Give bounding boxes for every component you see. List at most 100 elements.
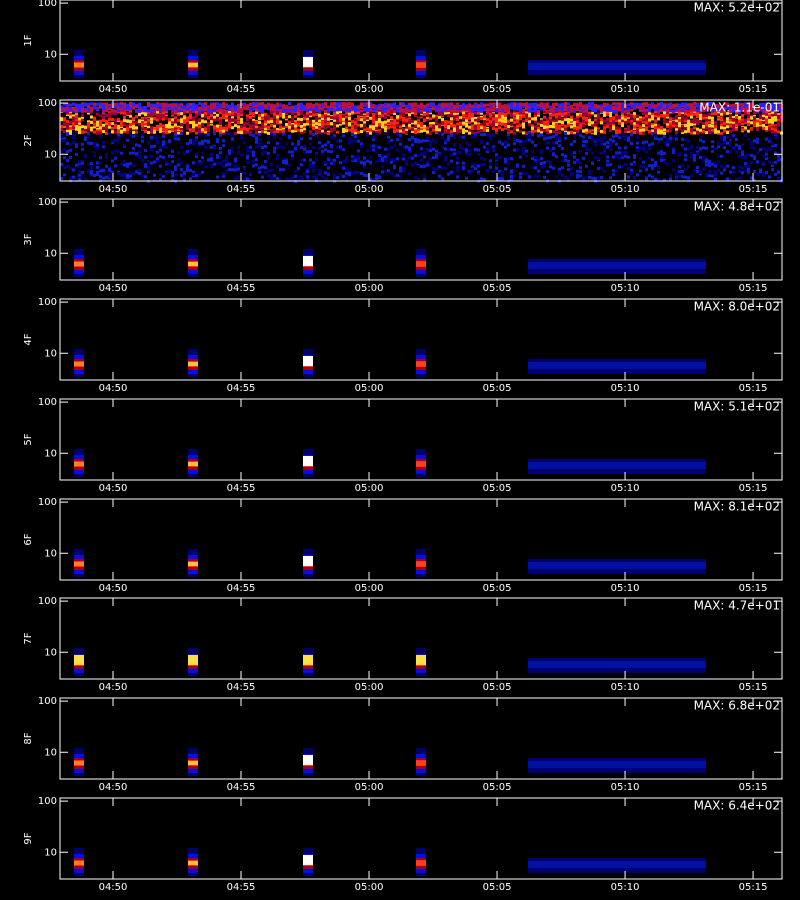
- spectrogram-cell: [615, 129, 618, 133]
- spectrogram-cell: [144, 127, 147, 131]
- spectrogram-cell: [441, 109, 444, 113]
- spectrogram-cell: [570, 110, 573, 114]
- spectrogram-cell: [501, 142, 504, 146]
- spectrogram-cell: [123, 172, 126, 176]
- spectrogram-cell: [708, 169, 711, 173]
- spectrogram-cell: [654, 164, 657, 168]
- spectrogram-cell: [639, 118, 642, 122]
- spectrogram-cell: [585, 105, 588, 109]
- spectrogram-cell: [621, 107, 624, 111]
- spectrogram-cell: [240, 117, 243, 121]
- spectrogram-cell: [231, 111, 234, 115]
- spectrogram-cell: [696, 169, 699, 173]
- spectrogram-cell: [228, 110, 231, 114]
- spectrogram-cell: [147, 141, 150, 145]
- spectrogram-cell: [534, 115, 537, 119]
- spectrogram-cell: [108, 174, 111, 178]
- spectrogram-cell: [594, 156, 597, 160]
- spectrogram-cell: [123, 123, 126, 127]
- spectrogram-cell: [726, 131, 729, 135]
- spectrogram-cell: [123, 105, 126, 109]
- spectrogram-cell: [87, 109, 90, 113]
- spectrogram-cell: [630, 172, 633, 176]
- spectrogram-cell: [468, 153, 471, 157]
- spectrogram-cell: [678, 127, 681, 131]
- spectrogram-cell: [441, 117, 444, 121]
- spectrogram-cell: [78, 131, 81, 135]
- spectrogram-cell: [321, 149, 324, 153]
- spectrogram-cell: [585, 139, 588, 143]
- spectrogram-cell: [438, 128, 441, 132]
- spectrogram-cell: [294, 105, 297, 109]
- x-tick-label: 05:15: [739, 84, 768, 95]
- spectrogram-cell: [333, 107, 336, 111]
- spectrogram-cell: [717, 116, 720, 120]
- spectrogram-cell: [417, 177, 420, 181]
- spectrogram-cell: [354, 109, 357, 113]
- spectrogram-cell: [255, 163, 258, 167]
- spectrogram-cell: [165, 128, 168, 132]
- spectrogram-cell: [114, 109, 117, 113]
- spectrogram-cell: [309, 124, 312, 128]
- spectrogram-cell: [297, 128, 300, 132]
- spectrogram-cell: [699, 128, 702, 132]
- spectrogram-cell: [276, 130, 279, 134]
- spectrogram-cell: [531, 129, 534, 133]
- spectrogram-cell: [177, 151, 180, 155]
- spectrogram-cell: [303, 57, 313, 67]
- spectrogram-cell: [453, 133, 456, 137]
- spectrogram-cell: [198, 117, 201, 121]
- spectrogram-cell: [687, 119, 690, 123]
- spectrogram-cell: [144, 163, 147, 167]
- spectrogram-cell: [696, 108, 699, 112]
- spectrogram-cell: [255, 122, 258, 126]
- spectrogram-cell: [384, 104, 387, 108]
- spectrogram-cell: [480, 163, 483, 167]
- spectrogram-cell: [396, 123, 399, 127]
- spectrogram-cell: [186, 126, 189, 130]
- spectrogram-cell: [129, 104, 132, 108]
- spectrogram-cell: [393, 120, 396, 124]
- spectrogram-cell: [666, 140, 669, 144]
- spectrogram-cell: [711, 102, 714, 106]
- spectrogram-cell: [156, 107, 159, 111]
- spectrogram-cell: [696, 131, 699, 135]
- spectrogram-cell: [174, 111, 177, 115]
- spectrogram-cell: [297, 103, 300, 107]
- spectrogram-cell: [177, 136, 180, 140]
- spectrogram-cell: [216, 109, 219, 113]
- spectrogram-cell: [618, 146, 621, 150]
- spectrogram-cell: [663, 103, 666, 107]
- spectrogram-cell: [579, 133, 582, 137]
- spectrogram-cell: [516, 164, 519, 168]
- spectrogram-cell: [672, 168, 675, 172]
- spectrogram-cell: [501, 109, 504, 113]
- spectrogram-cell: [570, 108, 573, 112]
- spectrogram-cell: [174, 137, 177, 141]
- spectrogram-cell: [351, 106, 354, 110]
- spectrogram-cell: [222, 109, 225, 113]
- spectrogram-cell: [633, 104, 636, 108]
- spectrogram-cell: [723, 135, 726, 139]
- spectrogram-cell: [498, 118, 501, 122]
- spectrogram-cell: [90, 141, 93, 145]
- spectrogram-cell: [189, 177, 192, 181]
- spectrogram-cell: [321, 175, 324, 179]
- spectrogram-cell: [183, 176, 186, 180]
- spectrogram-cell: [606, 105, 609, 109]
- spectrogram-cell: [408, 172, 411, 176]
- spectrogram-cell: [327, 121, 330, 125]
- spectrogram-cell: [390, 107, 393, 111]
- spectrogram-cell: [123, 143, 126, 147]
- spectrogram-cell: [678, 170, 681, 174]
- spectrogram-cell: [300, 112, 303, 116]
- spectrogram-cell: [552, 109, 555, 113]
- spectrogram-cell: [528, 103, 531, 107]
- spectrogram-cell: [201, 107, 204, 111]
- spectrogram-cell: [702, 123, 705, 127]
- spectrogram-cell: [282, 157, 285, 161]
- spectrogram-cell: [591, 105, 594, 109]
- spectrogram-cell: [123, 129, 126, 133]
- spectrogram-cell: [324, 171, 327, 175]
